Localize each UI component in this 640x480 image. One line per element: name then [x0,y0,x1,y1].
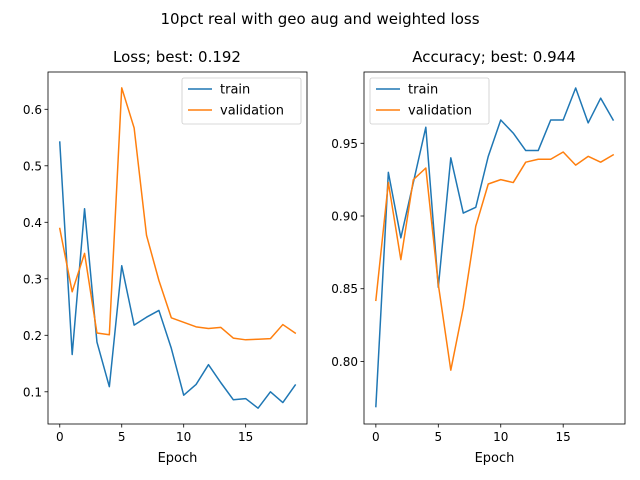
accuracy-axes-ticks: 0 5 10 15 0.80 0.85 0.90 0.95 [331,137,571,444]
loss-panel: Loss; best: 0.192 0 5 10 150.10.20.30.40.50… [23,48,308,466]
loss-legend: train validation [181,77,302,125]
accuracy-legend: train validation [369,77,490,125]
loss-xtick-label: 15 [238,430,253,444]
loss-ytick-label: 0.4 [23,216,42,230]
accuracy-legend-train-label: train [408,83,438,98]
accuracy-train-line [375,87,615,408]
loss-ytick-label: 0.3 [23,272,42,286]
loss-legend-validation-label: validation [220,104,284,119]
accuracy-xtick-label: 0 [372,430,380,444]
figure-suptitle: 10pct real with geo aug and weighted los… [160,10,479,28]
loss-ytick-label: 0.6 [23,103,42,117]
accuracy-xtick-label: 15 [556,430,571,444]
loss-series-lines [58,87,297,409]
loss-ytick-label: 0.5 [23,159,42,173]
loss-legend-train-label: train [220,83,250,98]
loss-panel-title: Loss; best: 0.192 [113,48,241,66]
loss-xtick-label: 5 [118,430,126,444]
accuracy-axes-frame [363,71,626,425]
accuracy-xtick-label: 10 [493,430,508,444]
accuracy-xtick-label: 5 [434,430,442,444]
loss-ytick-label: 0.2 [23,329,42,343]
accuracy-panel: Accuracy; best: 0.944 0 5 10 15 0.80 0.85 0.90… [331,48,626,466]
accuracy-ytick-label: 0.95 [331,137,358,151]
accuracy-ytick-label: 0.80 [331,355,358,369]
accuracy-series-lines [375,87,615,408]
loss-axes-frame [47,71,308,425]
loss-axes-ticks: 0 5 10 15 0.1 0.2 0.3 0.4 0.5 0.6 [23,103,253,444]
accuracy-ytick-label: 0.90 [331,210,358,224]
loss-validation-line [58,87,297,341]
accuracy-panel-title: Accuracy; best: 0.944 [412,48,576,66]
loss-train-line [58,141,297,409]
loss-ytick-label: 0.1 [23,385,42,399]
loss-xtick-label: 10 [176,430,191,444]
loss-xtick-label: 0 [56,430,64,444]
accuracy-validation-line [375,151,615,371]
accuracy-xlabel: Epoch [475,451,515,466]
accuracy-ytick-label: 0.85 [331,282,358,296]
loss-xlabel: Epoch [158,451,198,466]
accuracy-legend-validation-label: validation [408,104,472,119]
